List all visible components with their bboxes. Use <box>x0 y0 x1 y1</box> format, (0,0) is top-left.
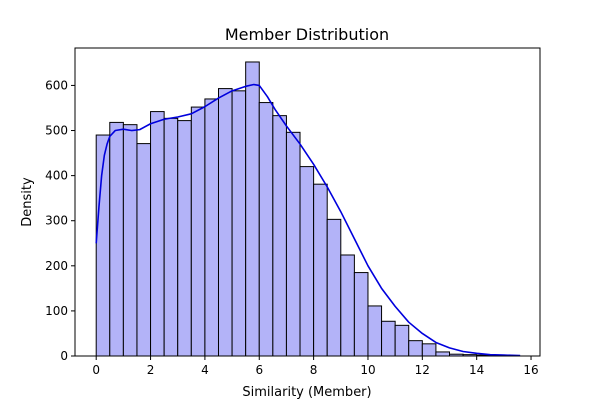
histogram-bar <box>435 351 451 357</box>
histogram-bar <box>381 320 396 357</box>
histogram-bar <box>231 90 247 357</box>
histogram-bar <box>217 88 233 357</box>
x-tick-label: 10 <box>360 363 375 377</box>
histogram-bar <box>299 166 315 357</box>
histogram-bar <box>204 98 219 357</box>
histogram-bar <box>150 111 165 357</box>
kde-curve-group <box>95 83 521 357</box>
y-tick-label: 600 <box>45 78 68 92</box>
histogram-bar <box>285 131 301 357</box>
y-tick-label: 400 <box>45 169 68 183</box>
y-tick-label: 200 <box>45 259 68 273</box>
x-tick-label: 8 <box>310 363 318 377</box>
x-tick-label: 14 <box>469 363 484 377</box>
histogram-bar <box>122 124 138 357</box>
histogram-bar <box>136 143 152 357</box>
histogram-bar <box>163 117 179 357</box>
histogram-bar <box>367 305 383 357</box>
y-axis-label: Density <box>20 177 35 227</box>
histogram-bar <box>394 324 410 357</box>
y-tick-label: 300 <box>45 214 68 228</box>
x-tick-label: 2 <box>147 363 155 377</box>
histogram-bar <box>353 272 369 357</box>
histogram-bar <box>340 254 355 357</box>
kde-line <box>95 83 521 357</box>
x-tick-label: 12 <box>415 363 430 377</box>
histogram-bar <box>177 120 192 357</box>
x-axis-ticks: 0 2 4 6 8 10 12 14 16 <box>92 356 539 377</box>
histogram-bar <box>258 102 274 357</box>
x-tick-label: 6 <box>255 363 263 377</box>
histogram-bar <box>245 61 260 357</box>
histogram-bar <box>109 121 124 357</box>
histogram-bar <box>326 218 342 357</box>
y-tick-label: 0 <box>60 349 68 363</box>
x-axis-label: Similarity (Member) <box>242 385 371 400</box>
histogram-bar <box>190 106 206 357</box>
x-tick-label: 4 <box>201 363 209 377</box>
histogram-bar <box>272 115 287 357</box>
x-tick-label: 0 <box>92 363 100 377</box>
y-tick-label: 100 <box>45 304 68 318</box>
histogram-bars <box>95 61 518 357</box>
histogram-bar <box>408 340 423 357</box>
histogram-bar <box>313 183 328 357</box>
chart-title: Member Distribution <box>225 25 389 44</box>
histogram-bar <box>421 343 437 357</box>
y-tick-label: 500 <box>45 124 68 138</box>
plot-area-frame <box>74 47 541 357</box>
x-tick-label: 16 <box>523 363 538 377</box>
y-axis-ticks: 0 100 200 300 400 500 600 <box>45 78 75 363</box>
